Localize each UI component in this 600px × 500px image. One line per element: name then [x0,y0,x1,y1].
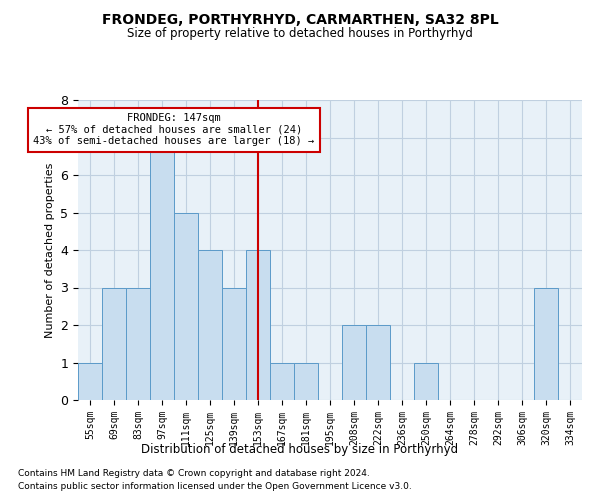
Bar [534,288,558,400]
Bar [78,362,102,400]
Bar [294,362,318,400]
Bar [366,325,390,400]
Bar [414,362,438,400]
Text: Contains public sector information licensed under the Open Government Licence v3: Contains public sector information licen… [18,482,412,491]
Y-axis label: Number of detached properties: Number of detached properties [45,162,55,338]
Bar [246,250,270,400]
Bar [270,362,294,400]
Bar [342,325,366,400]
Text: Size of property relative to detached houses in Porthyrhyd: Size of property relative to detached ho… [127,28,473,40]
Text: Contains HM Land Registry data © Crown copyright and database right 2024.: Contains HM Land Registry data © Crown c… [18,468,370,477]
Bar [150,138,174,400]
Bar [174,212,198,400]
Bar [102,288,126,400]
Bar [222,288,246,400]
Bar [126,288,150,400]
Text: FRONDEG: 147sqm
← 57% of detached houses are smaller (24)
43% of semi-detached h: FRONDEG: 147sqm ← 57% of detached houses… [34,113,314,146]
Bar [198,250,222,400]
Text: FRONDEG, PORTHYRHYD, CARMARTHEN, SA32 8PL: FRONDEG, PORTHYRHYD, CARMARTHEN, SA32 8P… [101,12,499,26]
Text: Distribution of detached houses by size in Porthyrhyd: Distribution of detached houses by size … [142,442,458,456]
